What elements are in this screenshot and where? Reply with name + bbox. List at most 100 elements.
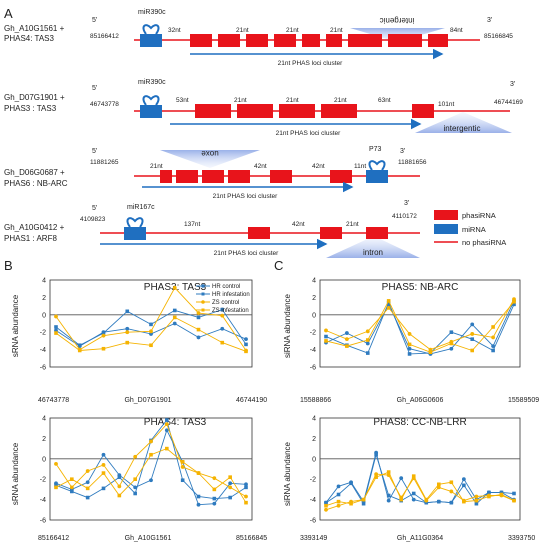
chart2-series-3-point — [212, 487, 217, 492]
row2-phasi-boxes — [195, 104, 434, 118]
row3-start: 11881265 — [90, 159, 119, 166]
chart3-series-0-point — [386, 498, 391, 503]
row1-gap-4: 21nt — [330, 27, 343, 34]
chart3-ytick: -6 — [310, 518, 316, 525]
chart1-series-3-point — [345, 344, 349, 348]
chart3-series-3-point — [399, 497, 403, 502]
chart2-ytick: 4 — [42, 416, 46, 423]
chart0-legend-1: HR infestation — [212, 292, 250, 298]
phas-row-1: Gh_A10G1561 + PHAS4: TAS3 5' 85166412 3'… — [4, 9, 513, 67]
chart2-series-1-point — [165, 418, 169, 422]
panel-c-label: C — [274, 258, 283, 273]
chart2-series-3-point — [101, 471, 106, 475]
row3-mir: P73 — [369, 146, 382, 153]
row1-gap-5: 84nt — [450, 27, 463, 34]
row2-mirna-loop — [142, 95, 160, 106]
chart3-ytick: -4 — [310, 497, 316, 504]
chart0-series-1-point — [196, 315, 201, 320]
chart2-series-1-point — [85, 495, 90, 500]
chart2-series-2-point — [54, 462, 58, 466]
row2-gap-1: 53nt — [176, 97, 189, 104]
chart0-series-1-point — [77, 343, 82, 348]
phas-row-4: 5' 4109823 3' 4110172 Gh_A10G0412 + PHAS… — [4, 200, 420, 258]
chart2-series-0-point — [244, 482, 248, 487]
chart3-series-3-point — [424, 497, 429, 502]
chart1-series-3-point — [449, 341, 454, 346]
row1-phas: PHAS4: TAS3 — [4, 34, 55, 43]
row4-end: 4110172 — [392, 213, 417, 220]
chart1-series-0-line — [325, 300, 515, 355]
chart1-series-3-point — [512, 299, 516, 304]
chart2-series-0-point — [85, 480, 90, 485]
chart3-series-1-point — [437, 499, 441, 504]
chart1-series-0-point — [449, 346, 454, 351]
chart1-series-0-point — [365, 341, 370, 346]
row1-insert-label: intergenic — [380, 16, 415, 25]
row3-three: 3' — [400, 148, 405, 155]
chart0-series-0-point — [125, 326, 130, 331]
chart2-series-2-point — [244, 494, 248, 499]
chart3-ylabel: siRNA abundance — [283, 441, 292, 506]
row4-gap-1: 137nt — [184, 221, 200, 228]
chart3-xlabel: Gh_A11G0364 — [397, 535, 443, 542]
chart2-series-3-point — [85, 486, 90, 491]
chart2-series-3-point — [165, 446, 169, 451]
row4-phas: PHAS1 : ARF8 — [4, 234, 57, 243]
chart2-frame — [49, 417, 253, 521]
chart0-legend-2: ZS control — [212, 300, 239, 306]
chart0-series-1-point — [172, 308, 177, 313]
chart1-series-3-point — [470, 348, 475, 353]
chart2-series-3-point — [244, 500, 248, 505]
chart2-series-2-point — [149, 439, 153, 444]
row4-gap-3: 21nt — [346, 221, 359, 228]
chart0-series-3-point — [172, 315, 177, 320]
chart2-xlabel: Gh_A10G1561 — [125, 535, 172, 542]
chart0-series-1-point — [220, 307, 225, 312]
chart3-xstart: 3393149 — [300, 535, 327, 542]
chart2-series-1-point — [117, 475, 122, 479]
row1-gap-3: 21nt — [286, 27, 299, 34]
chart1-ytick: 0 — [312, 312, 316, 319]
chart1-series-1-line — [325, 301, 515, 355]
row3-gap-1: 21nt — [150, 163, 163, 170]
panel-a-label: A — [4, 6, 13, 21]
row3-gap-4: 11nt — [354, 163, 366, 170]
chart3-series-1-point — [512, 491, 516, 496]
chart3-yticks: -6 -4 -2 0 2 4 — [310, 416, 316, 525]
chart2-ytick: -6 — [40, 518, 46, 525]
chart0-series-2-point — [172, 285, 177, 290]
chart3-series-1-point — [487, 490, 491, 495]
chart2-series-2-point — [180, 465, 185, 469]
chart1-series-2-point — [324, 328, 328, 333]
chart3-series-3-point — [487, 494, 491, 499]
chart3-series-3-point — [361, 497, 366, 502]
row1-three: 3' — [487, 17, 492, 24]
chart2-series-3-line — [55, 448, 247, 503]
chart-phas5-nbarc: siRNA abundance PHAS5: NB-ARC 15588866 G… — [283, 278, 539, 405]
row2-insert-label: intergentic — [444, 124, 481, 133]
row2-three: 3' — [510, 81, 515, 88]
chart2-series-1-point — [133, 491, 137, 496]
chart-phas3-tas3: sRNA abundance PHAS3: TAS3 46743778 Gh_D… — [11, 278, 267, 405]
row4-gap-2: 42nt — [292, 221, 305, 228]
chart3-series-2-point — [324, 507, 328, 512]
chart1-series-1-point — [470, 337, 475, 341]
chart3-series-1-line — [325, 453, 515, 505]
chart2-series-2-point — [85, 469, 90, 473]
chart3-series-1-point — [499, 490, 504, 495]
chart0-series-2-point — [125, 330, 130, 335]
chart3-series-0-point — [411, 497, 416, 502]
row2-start: 46743778 — [90, 101, 119, 108]
chart1-ytick: 2 — [312, 295, 316, 302]
chart1-yticks: -6 -4 -2 0 2 4 — [310, 278, 316, 372]
chart2-ylabel: sRNA abundance — [11, 442, 20, 505]
chart2-series-1-point — [244, 485, 248, 490]
row2-gap-3: 21nt — [286, 97, 299, 104]
chart1-xend: 15589509 — [508, 397, 539, 404]
chart1-series-2-point — [470, 332, 475, 336]
chart3-series-3-point — [437, 482, 441, 487]
chart3-series-2-point — [374, 472, 379, 476]
chart0-series-3-point — [244, 349, 248, 354]
chart2-series-1-point — [54, 483, 58, 488]
row3-phasi-boxes — [160, 170, 352, 183]
